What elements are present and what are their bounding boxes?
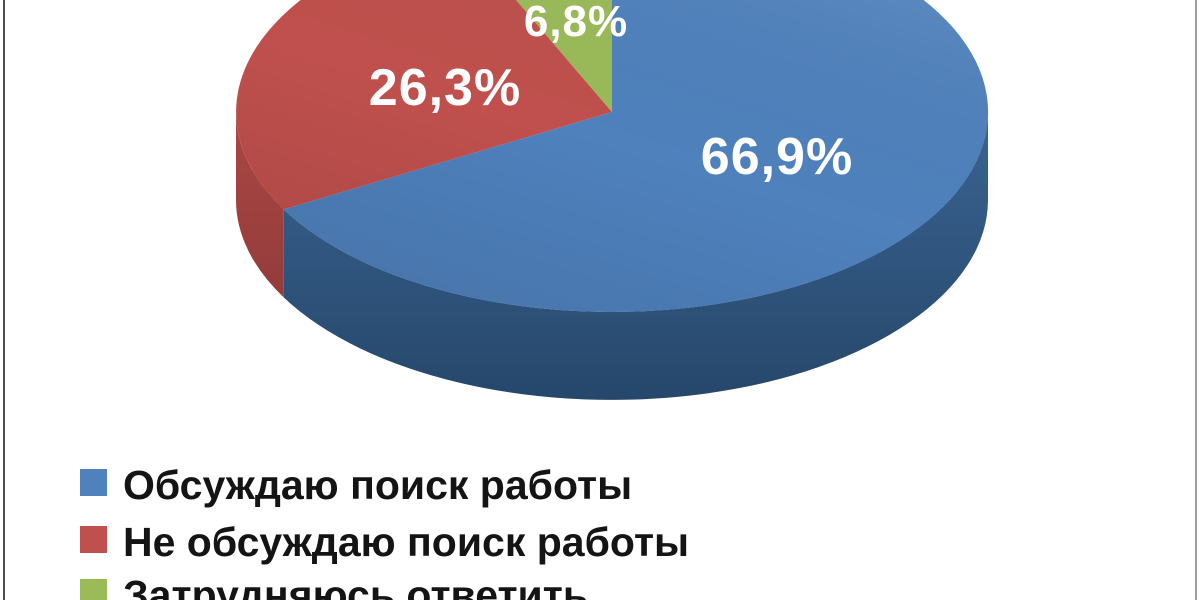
legend-swatch-green-icon <box>80 579 107 600</box>
pie-side-blue <box>283 112 988 400</box>
legend-item-green: Затрудняюсь ответить <box>80 572 588 600</box>
frame-left-border <box>3 0 5 600</box>
legend-item-blue: Обсуждаю поиск работы <box>80 462 632 508</box>
legend-label-green: Затрудняюсь ответить <box>123 572 589 600</box>
pie-top-sheen <box>236 0 988 312</box>
legend-label-blue: Обсуждаю поиск работы <box>123 462 633 508</box>
legend-swatch-blue-icon <box>80 469 107 496</box>
pie-chart <box>236 0 989 400</box>
pie-side-red <box>236 112 284 298</box>
data-label-red: 26,3% <box>368 59 522 117</box>
frame-right-border <box>1195 0 1197 600</box>
legend-label-red: Не обсуждаю поиск работы <box>123 519 690 565</box>
data-label-green: 6,8% <box>523 0 629 46</box>
legend-swatch-red-icon <box>80 526 107 553</box>
legend-item-red: Не обсуждаю поиск работы <box>80 519 689 565</box>
data-label-blue: 66,9% <box>700 128 854 186</box>
